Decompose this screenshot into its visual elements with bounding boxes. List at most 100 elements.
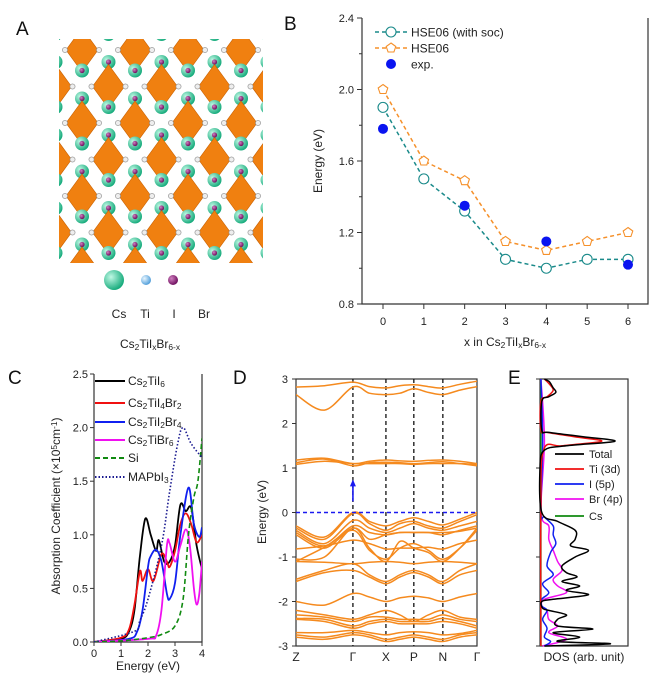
br-atom [122,83,129,90]
text-part: Br [156,337,168,351]
subscript: 6-x [534,340,546,350]
cs-atom [75,283,89,297]
cs-atom [59,173,63,187]
x-tick-label: 0 [91,648,97,660]
cs-atom [314,274,328,288]
br-atom [202,47,208,53]
br-atom [202,120,208,126]
cs-atom [181,311,195,325]
subscript: 6-x [168,342,180,352]
br-atom [115,120,121,126]
cs-atom [287,92,301,106]
band-line [296,385,477,411]
br-atom [194,83,201,90]
text-part: Cs [128,374,143,388]
ti-octahedron [305,211,337,255]
legend-label: Cs2TiI4Br2 [128,396,182,411]
br-atom [229,303,234,308]
br-atom [202,266,207,271]
i-atom [344,96,349,101]
crystal-lattice [9,0,407,328]
i-atom [132,168,138,175]
i-atom [318,250,323,255]
br-atom [36,303,41,308]
text-part: TiI [147,415,160,429]
cs-atom [103,39,114,41]
ti-octahedron [278,247,310,291]
i-atom [211,250,218,256]
band-line [296,460,477,466]
cs-atom [367,27,381,41]
ti-octahedron [13,247,45,291]
y-tick-label: 0.5 [73,583,88,595]
cs-atom [287,64,301,78]
cs-atom [128,19,142,33]
i-atom [158,59,165,65]
i-atom [53,205,58,210]
i-atom [397,242,402,247]
br-atom [308,47,313,52]
arrow-head-icon [349,479,356,487]
br-atom [194,156,201,163]
data-point [378,123,388,134]
br-atom [274,120,279,125]
i-atom [238,95,244,102]
data-point [623,259,633,270]
br-atom [89,303,94,308]
br-atom [248,11,253,16]
i-atom [79,67,85,74]
i-atom [158,104,165,110]
data-point [459,175,471,186]
band-line [296,458,477,467]
cs-atom [393,210,407,224]
cs-atom [393,92,407,106]
text-part: MAPbI [128,470,164,484]
data-point [418,155,430,166]
ti-octahedron [175,246,201,263]
i-atom [265,278,270,283]
legend-label: Cs2TiI6 [128,374,165,389]
br-atom [96,120,102,126]
band-line [296,511,477,538]
br-atom [168,120,174,126]
ti-octahedron [251,70,263,103]
band-line [296,617,477,627]
br-atom [9,120,14,125]
ti-octahedron [59,214,72,251]
text-part: TiBr [147,433,169,447]
ti-octahedron [305,0,337,36]
ti-octahedron [331,101,363,145]
i-atom [397,287,402,292]
i-atom [265,250,270,255]
br-atom [388,11,393,16]
br-atom [327,120,332,125]
ti-octahedron [40,284,72,328]
br-atom [388,230,393,235]
i-atom [105,104,112,110]
i-atom [185,213,191,220]
br-atom [354,11,359,16]
i-atom [397,315,402,320]
i-atom [53,177,58,182]
br-atom [255,120,261,126]
br-atom [36,230,41,235]
i-atom [318,59,323,64]
cs-atom [393,238,407,252]
dos-curve [540,378,568,647]
cs-atom [156,39,167,41]
y-axis-label: Energy (eV) [311,129,325,193]
i-atom [344,242,349,247]
cs-atom [234,19,248,33]
br-atom [149,120,155,126]
i-atom [371,250,376,255]
element-label-br: Br [198,307,210,321]
i-atom [105,250,112,256]
y-tick-label: 1.5 [73,476,88,488]
br-atom [89,11,94,16]
i-atom [397,214,402,219]
y-tick-label: 1.6 [339,156,354,168]
br-atom [175,156,182,163]
i-atom [159,278,164,283]
ti-octahedron [305,65,337,109]
i-atom [79,315,84,320]
